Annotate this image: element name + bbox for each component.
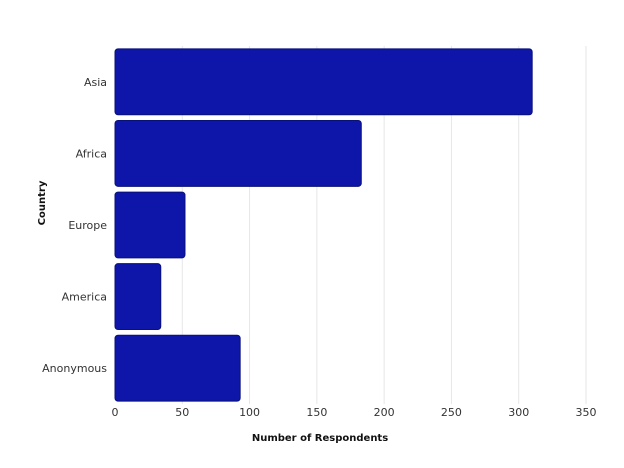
bar-africa (114, 119, 362, 187)
y-tick-label: Asia (84, 76, 107, 89)
x-tick-label: 50 (175, 406, 189, 419)
bar-layer (114, 48, 533, 402)
bar-anonymous (114, 334, 241, 402)
y-tick-label: Europe (68, 219, 107, 232)
y-axis-title: Country (37, 180, 48, 225)
x-tick-labels: 0 50 100 150 200 250 300 350 (112, 406, 597, 419)
x-tick-label: 200 (374, 406, 395, 419)
y-tick-label: Africa (76, 147, 107, 160)
x-tick-label: 0 (112, 406, 119, 419)
y-tick-label: America (62, 291, 107, 304)
x-tick-label: 100 (239, 406, 260, 419)
y-tick-labels: Asia Africa Europe America Anonymous (42, 76, 107, 375)
x-tick-label: 300 (508, 406, 529, 419)
x-tick-label: 350 (576, 406, 597, 419)
x-tick-label: 150 (306, 406, 327, 419)
y-tick-label: Anonymous (42, 362, 107, 375)
x-tick-label: 250 (441, 406, 462, 419)
x-axis-title: Number of Respondents (252, 433, 388, 444)
bar-asia (114, 48, 533, 116)
bar-europe (114, 191, 186, 259)
bar-america (114, 263, 162, 331)
